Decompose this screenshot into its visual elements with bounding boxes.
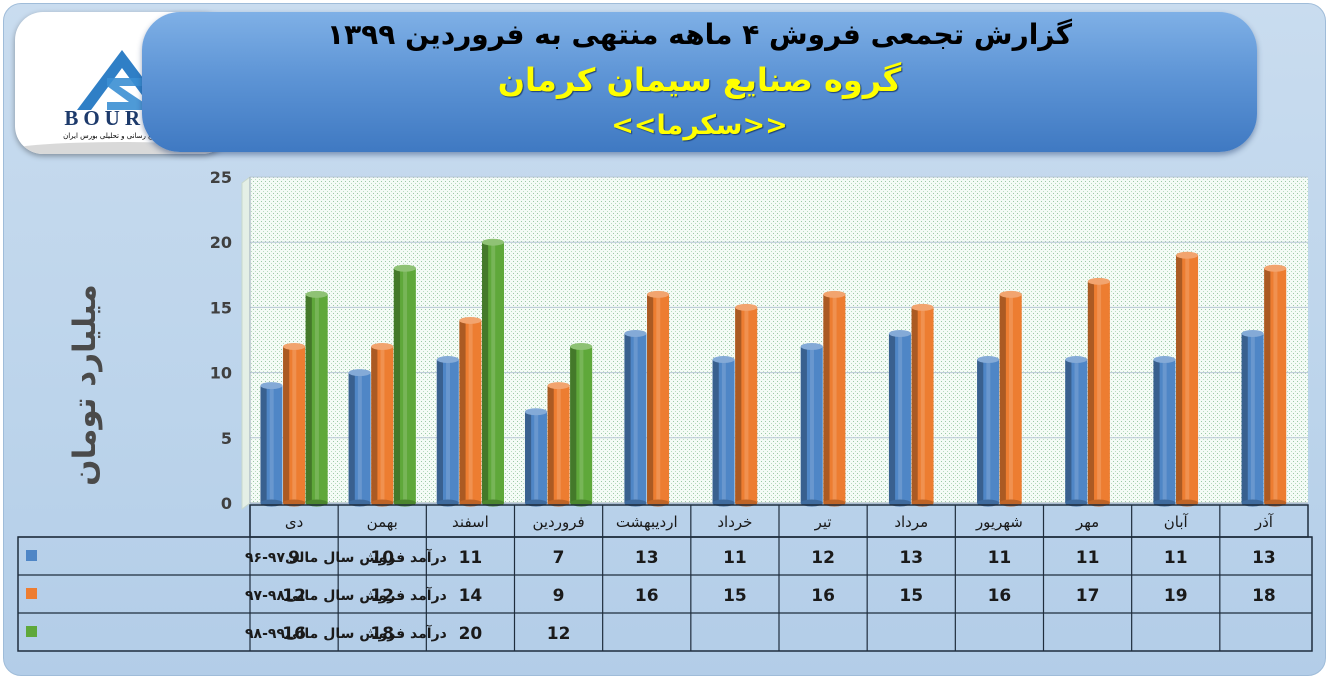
plot-area bbox=[250, 177, 1308, 503]
data-label: 16 bbox=[988, 586, 1012, 606]
logo-tagline: پایگاه اطلاع رسانی و تحلیلی بورس ایران bbox=[63, 132, 182, 140]
bar-series-1 bbox=[977, 356, 1000, 507]
legend-swatch bbox=[26, 550, 37, 561]
bar-series-1 bbox=[1241, 329, 1264, 507]
bar-series-1 bbox=[260, 382, 283, 507]
data-label: 11 bbox=[988, 548, 1012, 568]
bar-series-1 bbox=[436, 356, 459, 507]
bar-series-2 bbox=[1264, 264, 1287, 507]
bar-series-1 bbox=[524, 408, 547, 507]
x-tick-label: اسفند bbox=[452, 513, 489, 531]
bar-series-3 bbox=[393, 264, 416, 507]
data-label: 16 bbox=[811, 586, 835, 606]
bar-series-2 bbox=[647, 290, 670, 507]
y-tick-label: 0 bbox=[221, 494, 232, 513]
data-label: 9 bbox=[288, 548, 300, 568]
bar-series-1 bbox=[1153, 356, 1176, 507]
data-label: 18 bbox=[1252, 586, 1276, 606]
data-label: 12 bbox=[370, 586, 394, 606]
x-tick-label: بهمن bbox=[367, 513, 398, 531]
bar-series-2 bbox=[999, 290, 1022, 507]
data-label: 13 bbox=[635, 548, 659, 568]
bar-series-1 bbox=[1065, 356, 1088, 507]
bar-series-2 bbox=[735, 303, 758, 507]
bar-series-2 bbox=[547, 382, 570, 507]
data-label: 12 bbox=[282, 586, 306, 606]
data-label: 13 bbox=[899, 548, 923, 568]
data-label: 13 bbox=[1252, 548, 1276, 568]
bar-series-1 bbox=[888, 329, 911, 507]
data-label: 20 bbox=[459, 624, 483, 644]
x-tick-label: مرداد bbox=[894, 513, 928, 531]
data-label: 19 bbox=[1164, 586, 1188, 606]
legend-swatch bbox=[26, 588, 37, 599]
y-tick-label: 5 bbox=[221, 429, 232, 448]
x-tick-label: اردیبهشت bbox=[616, 513, 678, 531]
title-banner: گزارش تجمعی فروش ۴ ماهه منتهی به فروردین… bbox=[142, 12, 1257, 152]
data-label: 11 bbox=[723, 548, 747, 568]
ticker-label: <<سکرما>> bbox=[611, 110, 788, 141]
bar-series-3 bbox=[305, 290, 328, 507]
table-border bbox=[17, 536, 1313, 652]
bar-series-1 bbox=[624, 329, 647, 507]
x-tick-label: خرداد bbox=[717, 513, 752, 531]
bar-series-1 bbox=[348, 369, 371, 507]
data-label: 11 bbox=[1164, 548, 1188, 568]
bar-series-3 bbox=[570, 343, 593, 507]
y-tick-label: 20 bbox=[210, 233, 232, 252]
data-label: 16 bbox=[635, 586, 659, 606]
data-label: 14 bbox=[459, 586, 483, 606]
y-tick-label: 25 bbox=[210, 168, 232, 187]
bar-series-2 bbox=[1176, 251, 1199, 507]
data-label: 12 bbox=[547, 624, 571, 644]
legend-entry: درآمد فروش سال مالی۹۹-۹۸ bbox=[245, 624, 447, 642]
data-label: 9 bbox=[553, 586, 565, 606]
legend-entry: درآمد فروش سال مالی۹۸-۹۷ bbox=[245, 586, 447, 604]
bar-series-2 bbox=[459, 316, 482, 507]
bar-series-1 bbox=[712, 356, 735, 507]
bar-series-2 bbox=[1087, 277, 1110, 507]
company-name: گروه صنایع سیمان کرمان bbox=[497, 61, 902, 99]
bar-series-2 bbox=[371, 343, 394, 507]
x-tick-label: مهر bbox=[1075, 513, 1099, 531]
bar-series-2 bbox=[911, 303, 934, 507]
data-label: 17 bbox=[1076, 586, 1100, 606]
x-tick-label: آذر bbox=[1254, 513, 1274, 531]
x-tick-label: فروردین bbox=[532, 513, 584, 531]
data-label: 7 bbox=[553, 548, 565, 568]
data-label: 11 bbox=[459, 548, 483, 568]
x-tick-label: دی bbox=[285, 513, 303, 531]
y-tick-label: 10 bbox=[210, 364, 232, 383]
page-title: گزارش تجمعی فروش ۴ ماهه منتهی به فروردین… bbox=[327, 18, 1072, 51]
data-label: 11 bbox=[1076, 548, 1100, 568]
bar-series-2 bbox=[283, 343, 306, 507]
data-label: 15 bbox=[899, 586, 923, 606]
y-tick-label: 15 bbox=[210, 298, 232, 317]
bar-series-3 bbox=[482, 238, 505, 507]
legend-swatch bbox=[26, 626, 37, 637]
data-label: 15 bbox=[723, 586, 747, 606]
x-tick-label: تیر bbox=[814, 513, 832, 531]
data-label: 12 bbox=[811, 548, 835, 568]
data-label: 18 bbox=[370, 624, 394, 644]
x-tick-label: آبان bbox=[1164, 513, 1189, 531]
bar-series-1 bbox=[800, 343, 823, 507]
bar-series-2 bbox=[823, 290, 846, 507]
data-label: 10 bbox=[370, 548, 394, 568]
plot-side-wall bbox=[241, 176, 251, 510]
y-axis-label: میلیارد تومان bbox=[67, 284, 103, 486]
data-label: 16 bbox=[282, 624, 306, 644]
x-tick-label: شهریور bbox=[975, 513, 1023, 531]
legend-entry: درآمد فروش سال مالی۹۷-۹۶ bbox=[245, 548, 447, 566]
